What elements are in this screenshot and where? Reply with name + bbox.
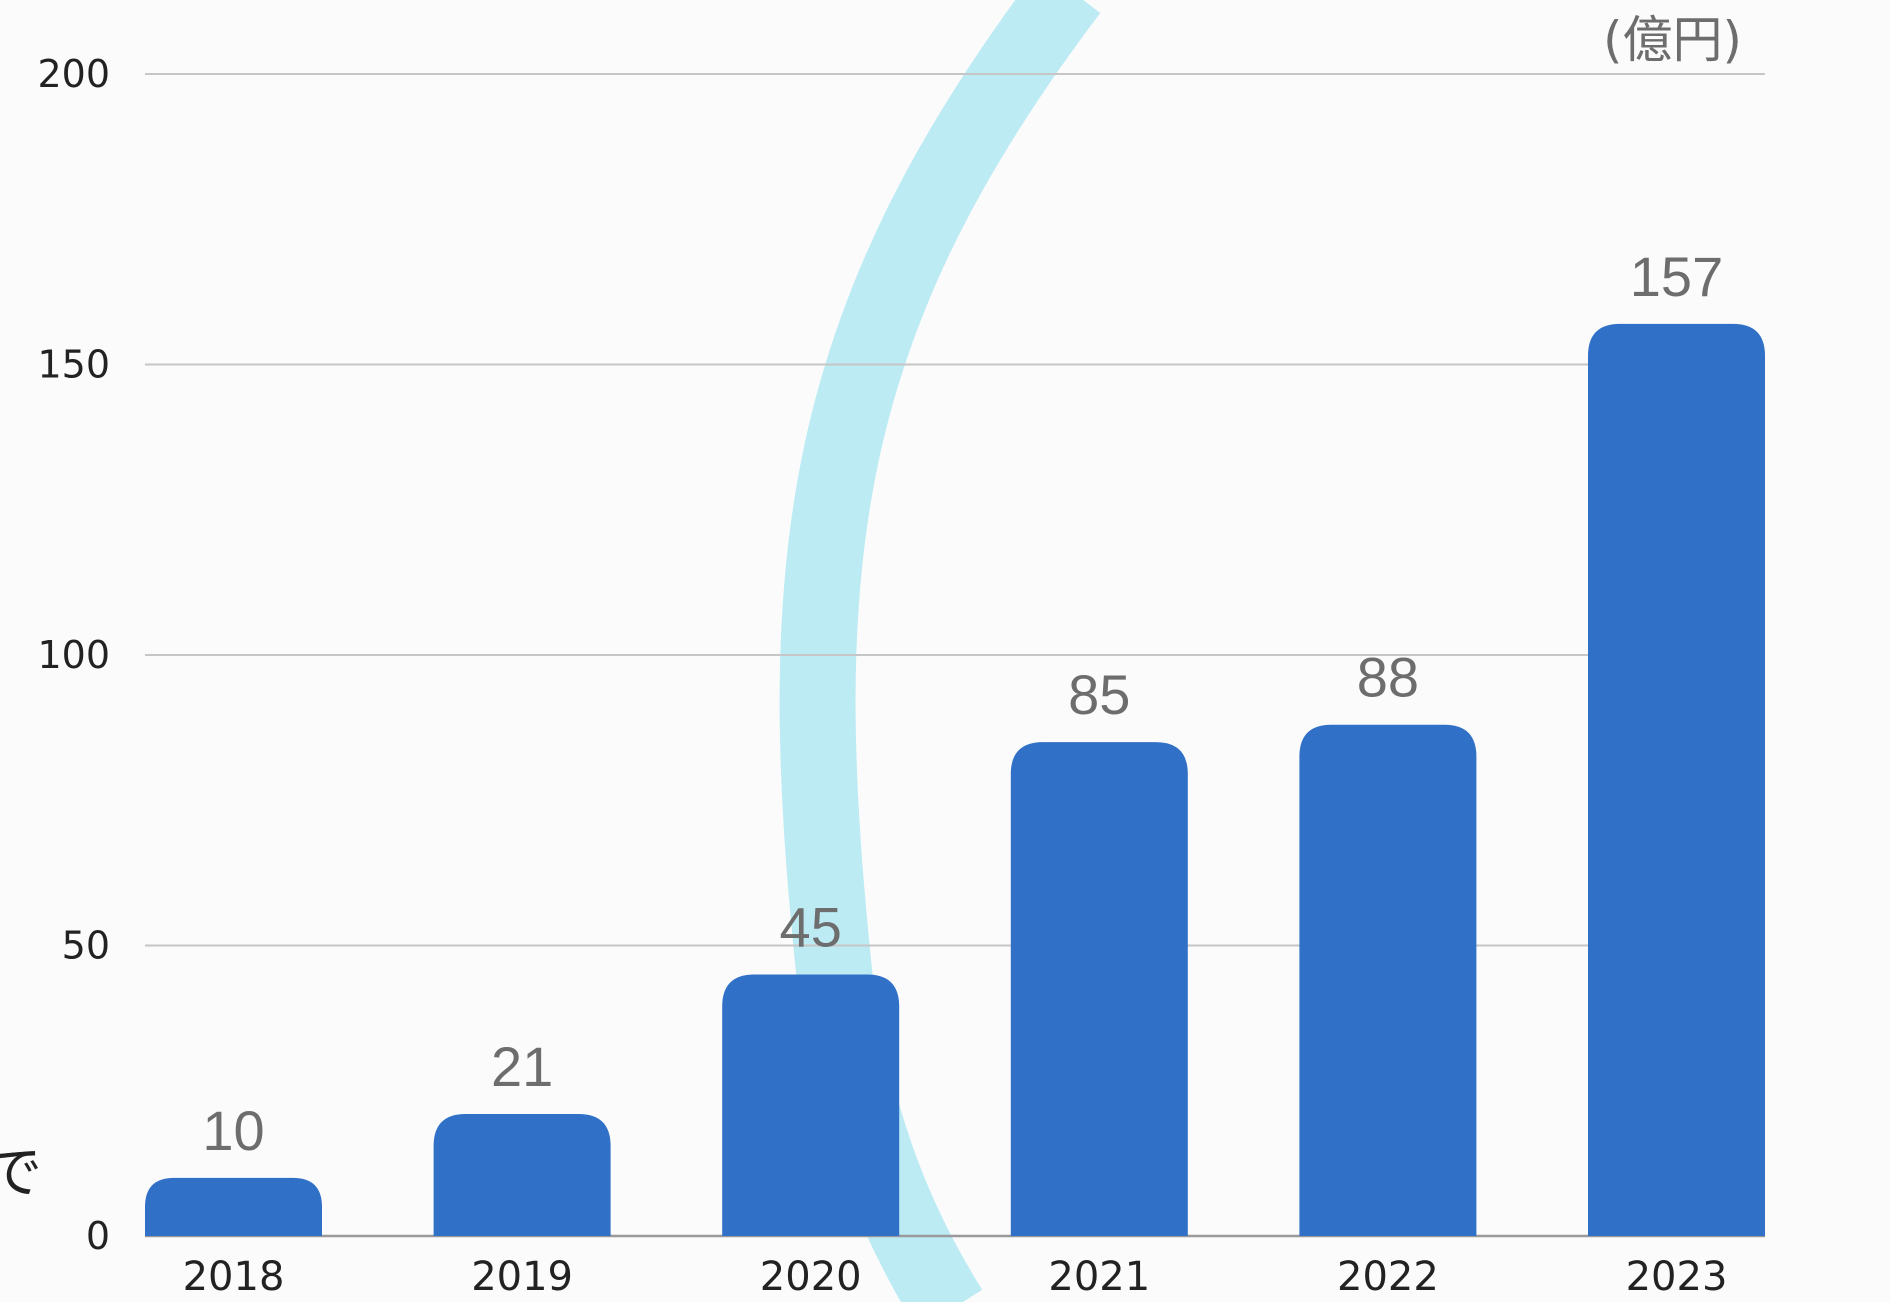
y-tick-label: 150 [37, 343, 110, 387]
bars [145, 323, 1765, 1237]
bar-2019 [433, 1113, 611, 1236]
x-tick-label: 2018 [183, 1254, 285, 1300]
y-tick-label: 0 [86, 1214, 110, 1258]
data-label: 10 [202, 1099, 264, 1162]
y-tick-label: 200 [37, 52, 110, 96]
data-label: 21 [491, 1035, 553, 1098]
bar-2022 [1299, 724, 1477, 1236]
x-tick-label: 2023 [1626, 1254, 1728, 1300]
data-label: 45 [780, 896, 842, 959]
x-tick-label: 2022 [1337, 1254, 1439, 1300]
unit-label: (億円) [1603, 11, 1742, 69]
y-tick-label: 100 [37, 633, 110, 677]
y-tick-label: 50 [62, 924, 110, 968]
bar-2023 [1588, 323, 1765, 1237]
bar-2020 [722, 974, 900, 1236]
data-label: 157 [1630, 245, 1723, 308]
data-label: 88 [1357, 646, 1419, 709]
bar-2021 [1010, 742, 1188, 1236]
data-label: 85 [1068, 663, 1130, 726]
x-tick-label: 2020 [760, 1254, 862, 1300]
x-tick-label: 2021 [1048, 1254, 1150, 1300]
gridlines [145, 73, 1765, 1238]
cropped-side-text: で [0, 1141, 42, 1206]
labels: 0 50 100 150 200 10 2018 21 2019 45 2020 85 2021 88 20… [37, 52, 1727, 1300]
bar-2018 [145, 1177, 322, 1236]
x-tick-label: 2019 [471, 1254, 573, 1300]
